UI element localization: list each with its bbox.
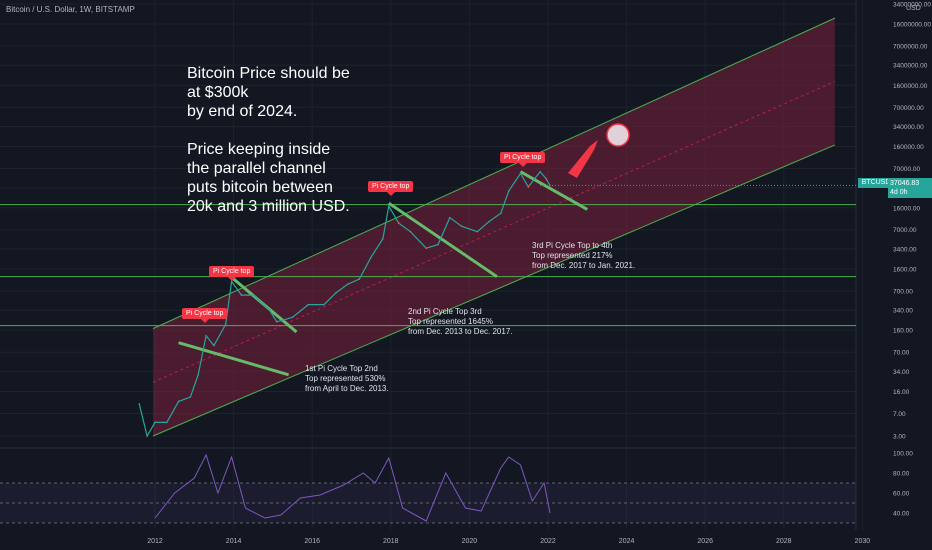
y-tick-label: 340000.00 — [893, 124, 924, 131]
y-tick-label: 3.00 — [893, 434, 906, 441]
annotation-cycle-1: 1st Pi Cycle Top 2nd Top represented 530… — [305, 364, 389, 393]
last-price-label: 37046.83 4d 0h — [888, 178, 932, 198]
price-point — [197, 373, 200, 376]
y-tick-label: 3400.00 — [893, 246, 917, 253]
cycle-trendline-0 — [178, 341, 290, 377]
cycle-trendline-3 — [519, 170, 589, 211]
last-price-countdown: 4d 0h — [890, 189, 908, 196]
price-point — [252, 294, 255, 296]
x-tick-label: 2024 — [619, 538, 635, 545]
price-point — [205, 334, 207, 337]
pi-cycle-tag-4: Pi Cycle top — [500, 152, 546, 167]
rsi-tick-label: 40.00 — [893, 511, 910, 518]
x-tick-label: 2026 — [697, 538, 713, 545]
y-tick-label: 34.00 — [893, 369, 910, 376]
y-tick-label: 700000.00 — [893, 105, 924, 112]
y-tick-label: 340.00 — [893, 308, 913, 315]
price-point — [224, 323, 227, 326]
pi-cycle-tag-2: Pi Cycle top — [209, 266, 255, 281]
price-point — [230, 280, 233, 283]
price-point — [539, 170, 541, 173]
channel-midline — [152, 81, 836, 383]
price-point — [240, 294, 243, 296]
last-price-value: 37046.83 — [890, 180, 920, 187]
price-point — [500, 212, 502, 215]
x-tick-label: 2022 — [540, 538, 556, 545]
price-point — [138, 403, 141, 405]
annotation-cycle-3: 3rd Pi Cycle Top to 4th Top represented … — [532, 241, 636, 270]
x-tick-label: 2012 — [147, 538, 163, 545]
y-tick-label: 3400000.00 — [893, 63, 928, 70]
y-tick-label: 7000.00 — [893, 227, 917, 234]
rsi-tick-label: 100.00 — [893, 451, 913, 458]
y-tick-label: 160.00 — [893, 328, 913, 335]
price-point — [382, 237, 384, 240]
price-point — [370, 256, 372, 258]
x-tick-label: 2028 — [776, 538, 792, 545]
price-point — [189, 396, 192, 398]
rocket-icon — [568, 140, 598, 178]
price-point — [334, 292, 337, 294]
price-point — [545, 177, 547, 180]
cycle-trendline-2 — [387, 201, 498, 278]
rsi-series-line — [154, 453, 551, 522]
currency-label: USD — [906, 5, 921, 12]
price-point — [519, 172, 522, 175]
y-tick-label: 16000.00 — [893, 205, 920, 212]
x-tick-label: 2016 — [304, 538, 320, 545]
y-tick-label: 16000000.00 — [893, 22, 931, 29]
x-tick-label: 2030 — [855, 538, 871, 545]
annotation-cycle-2: 2nd Pi Cycle Top 3rd Top represented 164… — [408, 307, 513, 336]
price-point — [276, 320, 278, 323]
x-tick-label: 2018 — [383, 538, 399, 545]
price-point — [437, 243, 439, 246]
price-point — [527, 186, 530, 188]
target-circle — [606, 123, 630, 147]
price-point — [425, 247, 427, 249]
price-point — [358, 278, 361, 280]
rsi-tick-label: 60.00 — [893, 491, 910, 498]
y-tick-label: 1600000.00 — [893, 83, 928, 90]
pi-cycle-tag-3: Pi Cycle top — [368, 181, 414, 196]
y-tick-label: 160000.00 — [893, 144, 924, 151]
price-point — [409, 230, 412, 233]
price-point — [476, 230, 479, 233]
parallel-channel — [153, 18, 835, 437]
y-tick-label: 7000000.00 — [893, 44, 928, 51]
price-point — [388, 205, 390, 207]
price-point — [177, 400, 180, 403]
price-point — [146, 435, 148, 437]
price-point — [460, 225, 463, 227]
y-tick-label: 1600.00 — [893, 267, 917, 274]
x-tick-label: 2014 — [226, 538, 242, 545]
price-point — [323, 303, 325, 306]
y-tick-label: 16.00 — [893, 389, 910, 396]
y-tick-label: 700.00 — [893, 288, 913, 295]
price-point — [154, 421, 156, 424]
pi-cycle-tag-1: Pi Cycle top — [182, 308, 228, 323]
price-point — [291, 316, 294, 319]
y-tick-label: 34000000.00 — [893, 2, 931, 9]
price-point — [488, 220, 490, 223]
x-tick-label: 2020 — [462, 538, 478, 545]
y-tick-label: 7.00 — [893, 411, 906, 418]
price-point — [346, 283, 349, 286]
price-point — [397, 222, 400, 224]
price-point — [307, 303, 310, 306]
y-tick-label: 70000.00 — [893, 166, 920, 173]
price-point — [507, 190, 510, 192]
headline-annotation: Bitcoin Price should be at $300k by end … — [187, 65, 350, 215]
price-point — [213, 344, 215, 347]
price-point — [448, 216, 451, 219]
price-point — [165, 421, 168, 424]
price-point — [268, 308, 270, 311]
rsi-tick-label: 80.00 — [893, 471, 910, 478]
chart-title: Bitcoin / U.S. Dollar, 1W, BITSTAMP — [6, 5, 135, 14]
symbol-badge: BTCUSD — [858, 178, 894, 188]
channel-lower-line — [152, 144, 836, 437]
y-tick-label: 70.00 — [893, 350, 910, 357]
